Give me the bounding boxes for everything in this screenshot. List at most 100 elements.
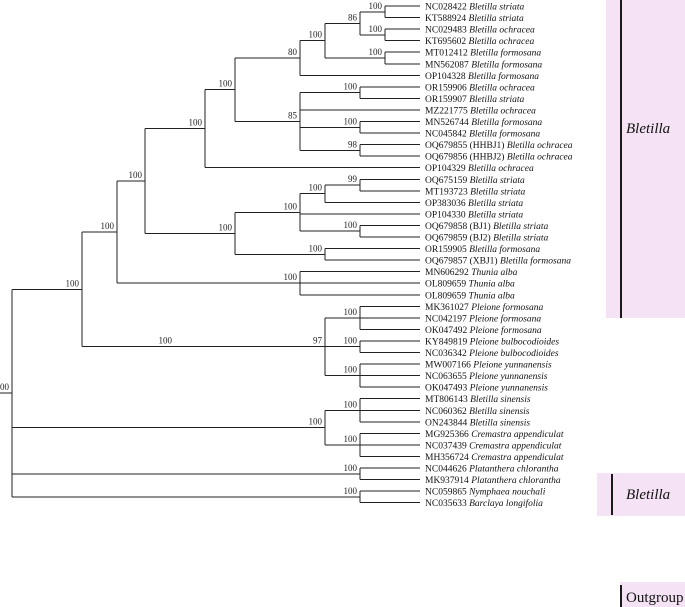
tip-accession: OR159907 <box>425 95 469 105</box>
tip-label: OP383036 Bletilla striata <box>425 199 523 209</box>
tip-species: Platanthera chlorantha <box>470 476 561 486</box>
tip-species: Bletilla striata <box>493 234 548 244</box>
tree-branches <box>0 5 420 504</box>
support-value: 100 <box>344 399 358 409</box>
support-value: 100 <box>284 201 298 211</box>
tip-accession: OR159905 <box>425 245 469 255</box>
tip-species: Bletilla formosana <box>470 48 541 59</box>
tip-accession: OP104329 <box>425 164 468 174</box>
support-value: 100 <box>66 278 80 288</box>
tip-accession: OK047492 <box>425 326 470 336</box>
tip-label: OQ679857 (XBJ1) Bletilla formosana <box>425 256 571 267</box>
tip-accession: MG925366 <box>425 430 471 440</box>
tip-accession: MK937914 <box>425 476 471 486</box>
support-value: 100 <box>159 336 173 346</box>
support-values: 100 100 100 100 100 100 80 100 86 100 100 100 85 100 1… <box>0 1 383 496</box>
support-value: 100 <box>284 272 298 282</box>
tip-species: Bletilla sinensis <box>470 395 531 405</box>
tip-species: Nymphaea nouchali <box>468 488 546 498</box>
tip-accession: NC037439 <box>425 441 469 451</box>
tip-label: OL809659 Thunia alba <box>425 291 515 301</box>
tip-species: Cremastra appendiculat <box>469 441 562 451</box>
tip-label: MG925366 Cremastra appendiculat <box>425 430 564 440</box>
support-value: 100 <box>344 486 358 496</box>
tip-label: OQ679858 (BJ1) Bletilla striata <box>425 221 548 232</box>
tip-accession: OQ679858 (BJ1) <box>425 221 493 232</box>
tip-species: Pleione yunnanensis <box>472 361 552 371</box>
tip-species: Bletilla formosana <box>469 244 540 255</box>
tip-accession: NC042197 <box>425 314 469 324</box>
tip-species: Bletilla ochracea <box>469 83 535 93</box>
tip-species: Bletilla sinensis <box>469 407 530 417</box>
tip-label: KY849819 Pleione bulbocodioides <box>425 337 559 347</box>
tip-species: Bletilla formosana <box>471 59 542 70</box>
support-value: 100 <box>344 307 358 317</box>
support-value: 100 <box>129 170 143 180</box>
tip-species: Pleione formosana <box>470 302 543 313</box>
tip-label: NC045842 Bletilla formosana <box>425 129 540 140</box>
tip-species: Bletilla ochracea <box>470 106 536 116</box>
tip-accession: MT193723 <box>425 187 470 197</box>
support-value: 100 <box>344 82 358 92</box>
tip-label: NC060362 Bletilla sinensis <box>425 407 530 417</box>
support-value: 100 <box>344 434 358 444</box>
tip-species: Pleione formosana <box>468 313 541 324</box>
clade-highlight-outgroup <box>620 582 685 607</box>
support-value: 80 <box>288 47 298 57</box>
tip-label: OP104330 Bletilla striata <box>425 210 523 220</box>
support-value: 100 <box>344 365 358 375</box>
tip-species: Bletilla striata <box>468 199 523 209</box>
tip-species: Bletilla formosana <box>500 256 571 267</box>
tip-accession: NC045842 <box>425 130 469 140</box>
tip-label: MZ221775 Bletilla ochracea <box>425 106 536 116</box>
tip-species: Cremastra appendiculat <box>471 430 564 440</box>
tip-label: OR159907 Bletilla striata <box>425 95 524 105</box>
tip-species: Bletilla striata <box>469 14 524 24</box>
support-value: 100 <box>189 118 203 128</box>
tip-label: NC059865 Nymphaea nouchali <box>425 488 546 498</box>
tip-species: Bletilla ochracea <box>469 26 535 36</box>
tip-label: OR159906 Bletilla ochracea <box>425 83 535 93</box>
support-value: 100 <box>309 243 323 253</box>
tip-accession: KY849819 <box>425 337 470 347</box>
support-value: 100 <box>369 47 383 57</box>
clade-label-bletilla-sinensis: Bletilla <box>626 487 670 503</box>
tip-label: OQ679855 (HHBJ1) Bletilla ochracea <box>425 140 573 151</box>
tip-label: MT806143 Bletilla sinensis <box>425 395 531 405</box>
tip-label: MT193723 Bletilla striata <box>425 187 526 197</box>
support-value: 85 <box>288 111 298 121</box>
tip-accession: MN526744 <box>425 118 471 128</box>
tip-species: Bletilla striata <box>469 95 524 105</box>
support-value: 100 <box>369 24 383 34</box>
tip-species: Barclaya longifolia <box>469 498 543 509</box>
tip-label: OL809659 Thunia alba <box>425 280 515 290</box>
tip-accession: OQ679856 (HHBJ2) <box>425 152 507 163</box>
tip-label: OQ675159 Bletilla striata <box>425 176 525 186</box>
tip-accession: NC044626 <box>425 465 469 475</box>
tip-accession: NC059865 <box>425 488 469 498</box>
tip-accession: OK047493 <box>425 384 470 394</box>
tip-label: OP104329 Bletilla ochracea <box>425 164 534 174</box>
tip-accession: MW007166 <box>425 361 473 371</box>
tip-label: MT012412 Bletilla formosana <box>425 48 541 59</box>
tip-accession: NC029483 <box>425 26 469 36</box>
tip-accession: OL809659 <box>425 291 469 301</box>
tip-accession: OP104328 <box>425 72 468 82</box>
tip-species: Bletilla formosana <box>468 71 539 82</box>
tip-accession: NC028422 <box>425 3 469 13</box>
tip-label: MW007166 Pleione yunnanensis <box>425 361 552 371</box>
tip-label: KT695602 Bletilla ochracea <box>425 37 534 47</box>
tip-species: Pleione bulbocodioides <box>468 349 559 359</box>
tip-accession: OL809659 <box>425 280 469 290</box>
support-value: 100 <box>344 116 358 126</box>
tip-species: Pleione bulbocodioides <box>469 337 560 347</box>
tip-species: Platanthera chlorantha <box>468 465 559 475</box>
tip-species: Cremastra appendiculat <box>471 453 564 463</box>
clade-labels: Bletilla Bletilla Outgroup <box>611 0 684 607</box>
tip-label: MK361027 Pleione formosana <box>425 302 543 313</box>
tip-species: Bletilla ochracea <box>469 37 535 47</box>
tip-label: ON243844 Bletilla sinensis <box>425 418 530 428</box>
tip-accession: NC060362 <box>425 407 469 417</box>
support-value: 100 <box>344 220 358 230</box>
